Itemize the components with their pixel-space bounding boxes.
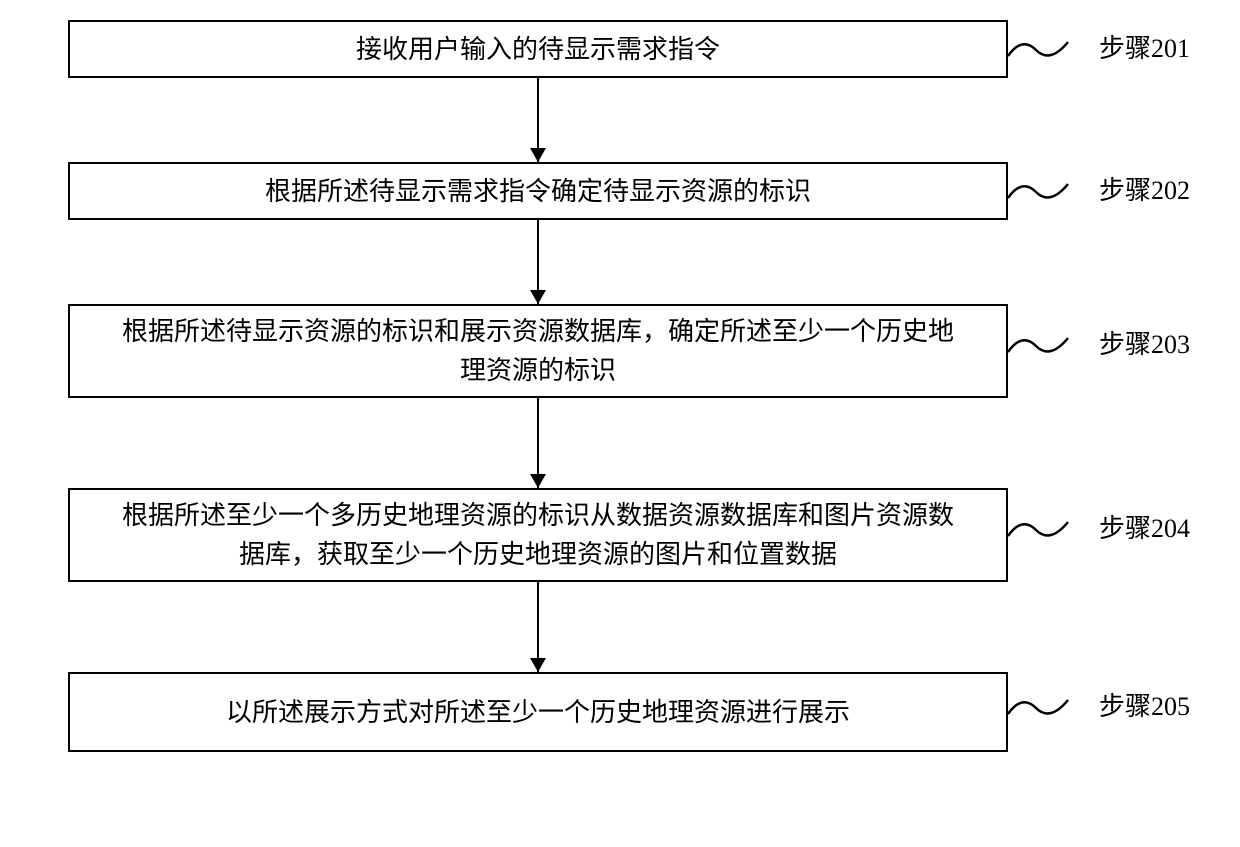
step-label: 步骤205 xyxy=(1099,686,1190,723)
step-box-203: 根据所述待显示资源的标识和展示资源数据库，确定所述至少一个历史地理资源的标识 xyxy=(68,304,1008,398)
arrow-3 xyxy=(68,398,1008,488)
connector-tilde-icon xyxy=(1008,326,1076,366)
flowchart-container: 接收用户输入的待显示需求指令 步骤201 根据所述待显示需求指令确定待显示资源的… xyxy=(50,20,1190,752)
arrow-down-icon xyxy=(530,474,546,488)
step-text: 根据所述待显示资源的标识和展示资源数据库，确定所述至少一个历史地理资源的标识 xyxy=(110,312,966,390)
step-box-204: 根据所述至少一个多历史地理资源的标识从数据资源数据库和图片资源数据库，获取至少一… xyxy=(68,488,1008,582)
step-container-203: 根据所述待显示资源的标识和展示资源数据库，确定所述至少一个历史地理资源的标识 步… xyxy=(50,304,1190,398)
step-container-201: 接收用户输入的待显示需求指令 步骤201 xyxy=(50,20,1190,78)
step-label: 步骤203 xyxy=(1099,324,1190,361)
arrow-down-icon xyxy=(530,148,546,162)
arrow-4 xyxy=(68,582,1008,672)
connector-tilde-icon xyxy=(1008,172,1076,212)
connector-tilde-icon xyxy=(1008,30,1076,70)
step-text: 根据所述待显示需求指令确定待显示资源的标识 xyxy=(265,172,811,211)
arrow-1 xyxy=(68,78,1008,162)
step-container-202: 根据所述待显示需求指令确定待显示资源的标识 步骤202 xyxy=(50,162,1190,220)
step-container-205: 以所述展示方式对所述至少一个历史地理资源进行展示 步骤205 xyxy=(50,672,1190,752)
step-text: 以所述展示方式对所述至少一个历史地理资源进行展示 xyxy=(226,693,850,732)
arrow-down-icon xyxy=(530,658,546,672)
step-box-201: 接收用户输入的待显示需求指令 xyxy=(68,20,1008,78)
step-text: 根据所述至少一个多历史地理资源的标识从数据资源数据库和图片资源数据库，获取至少一… xyxy=(110,496,966,574)
step-label: 步骤201 xyxy=(1099,28,1190,65)
connector-tilde-icon xyxy=(1008,510,1076,550)
step-container-204: 根据所述至少一个多历史地理资源的标识从数据资源数据库和图片资源数据库，获取至少一… xyxy=(50,488,1190,582)
arrow-2 xyxy=(68,220,1008,304)
step-box-202: 根据所述待显示需求指令确定待显示资源的标识 xyxy=(68,162,1008,220)
step-text: 接收用户输入的待显示需求指令 xyxy=(356,30,720,69)
step-box-205: 以所述展示方式对所述至少一个历史地理资源进行展示 xyxy=(68,672,1008,752)
arrow-down-icon xyxy=(530,290,546,304)
step-label: 步骤202 xyxy=(1099,170,1190,207)
step-label: 步骤204 xyxy=(1099,508,1190,545)
connector-tilde-icon xyxy=(1008,688,1076,728)
